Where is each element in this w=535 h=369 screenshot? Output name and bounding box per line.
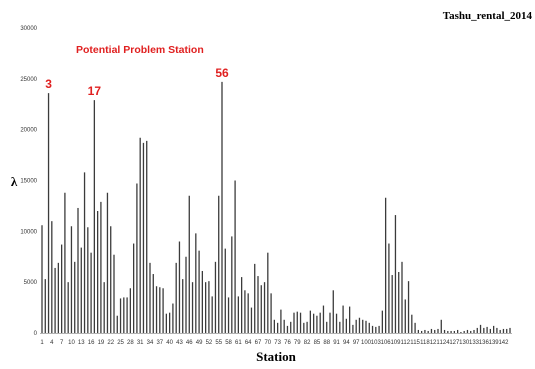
x-tick-label: 7 xyxy=(60,340,64,346)
x-tick-label: 79 xyxy=(294,340,301,346)
x-tick-label: 64 xyxy=(245,340,252,346)
x-tick-label: 40 xyxy=(166,340,173,346)
x-tick-label: 10 xyxy=(68,340,75,346)
x-tick-label: 85 xyxy=(314,340,321,346)
x-tick-labels: 1 4 7 10 13 16 19 22 25 28 31 34 37 40 43 46 49 52 55 58 61 6… xyxy=(40,340,509,346)
y-tick-label: 10000 xyxy=(20,229,37,235)
annotation-station-17: 17 xyxy=(88,84,102,98)
x-tick-label: 76 xyxy=(284,340,291,346)
x-tick-label: 31 xyxy=(137,340,144,346)
annotations: 3 17 56 xyxy=(45,66,229,98)
x-tick-label: 61 xyxy=(235,340,242,346)
x-tick-label: 19 xyxy=(98,340,105,346)
x-tick-label: 1 xyxy=(40,340,44,346)
x-tick-label: 22 xyxy=(107,340,114,346)
x-tick-label: 13 xyxy=(78,340,85,346)
x-tick-label: 58 xyxy=(225,340,232,346)
x-tick-label: 67 xyxy=(255,340,262,346)
x-tick-label: 121 xyxy=(430,340,441,346)
x-tick-label: 16 xyxy=(88,340,95,346)
x-tick-label: 49 xyxy=(196,340,203,346)
y-tick-label: 0 xyxy=(34,331,38,337)
annotation-station-56: 56 xyxy=(215,66,229,80)
x-tick-label: 97 xyxy=(353,340,360,346)
x-tick-label: 70 xyxy=(264,340,271,346)
bars xyxy=(41,81,511,333)
y-axis-label: λ xyxy=(11,174,18,189)
x-tick-label: 139 xyxy=(489,340,500,346)
x-tick-label: 103 xyxy=(371,340,382,346)
x-tick-label: 118 xyxy=(420,340,430,346)
chart-title: Tashu_rental_2014 xyxy=(443,10,533,22)
x-tick-label: 112 xyxy=(400,340,410,346)
x-tick-label: 142 xyxy=(498,340,509,346)
x-tick-label: 106 xyxy=(381,340,392,346)
x-tick-label: 73 xyxy=(274,340,281,346)
x-tick-label: 124 xyxy=(440,340,451,346)
x-tick-label: 46 xyxy=(186,340,193,346)
y-tick-label: 20000 xyxy=(20,128,37,134)
x-tick-label: 115 xyxy=(410,340,420,346)
y-tick-labels: 0 5000 10000 15000 20000 25000 30000 xyxy=(20,26,37,337)
y-tick-label: 5000 xyxy=(24,280,38,286)
x-tick-label: 91 xyxy=(333,340,340,346)
chart-subtitle: Potential Problem Station xyxy=(76,44,204,56)
x-tick-label: 130 xyxy=(459,340,470,346)
x-tick-label: 4 xyxy=(50,340,54,346)
x-tick-label: 94 xyxy=(343,340,350,346)
x-tick-label: 88 xyxy=(323,340,330,346)
x-tick-label: 136 xyxy=(479,340,490,346)
x-tick-label: 25 xyxy=(117,340,124,346)
x-tick-label: 37 xyxy=(156,340,163,346)
x-tick-label: 28 xyxy=(127,340,134,346)
x-tick-label: 133 xyxy=(469,340,480,346)
y-tick-label: 30000 xyxy=(20,26,37,32)
x-tick-label: 55 xyxy=(215,340,222,346)
y-tick-label: 25000 xyxy=(20,77,37,83)
x-tick-label: 109 xyxy=(390,340,401,346)
x-tick-label: 82 xyxy=(304,340,311,346)
x-tick-label: 52 xyxy=(206,340,213,346)
x-tick-label: 34 xyxy=(147,340,154,346)
x-tick-label: 43 xyxy=(176,340,183,346)
x-tick-label: 100 xyxy=(361,340,372,346)
y-tick-label: 15000 xyxy=(20,179,37,185)
x-tick-label: 127 xyxy=(449,340,460,346)
x-axis-label: Station xyxy=(256,349,297,364)
annotation-station-3: 3 xyxy=(45,77,52,91)
